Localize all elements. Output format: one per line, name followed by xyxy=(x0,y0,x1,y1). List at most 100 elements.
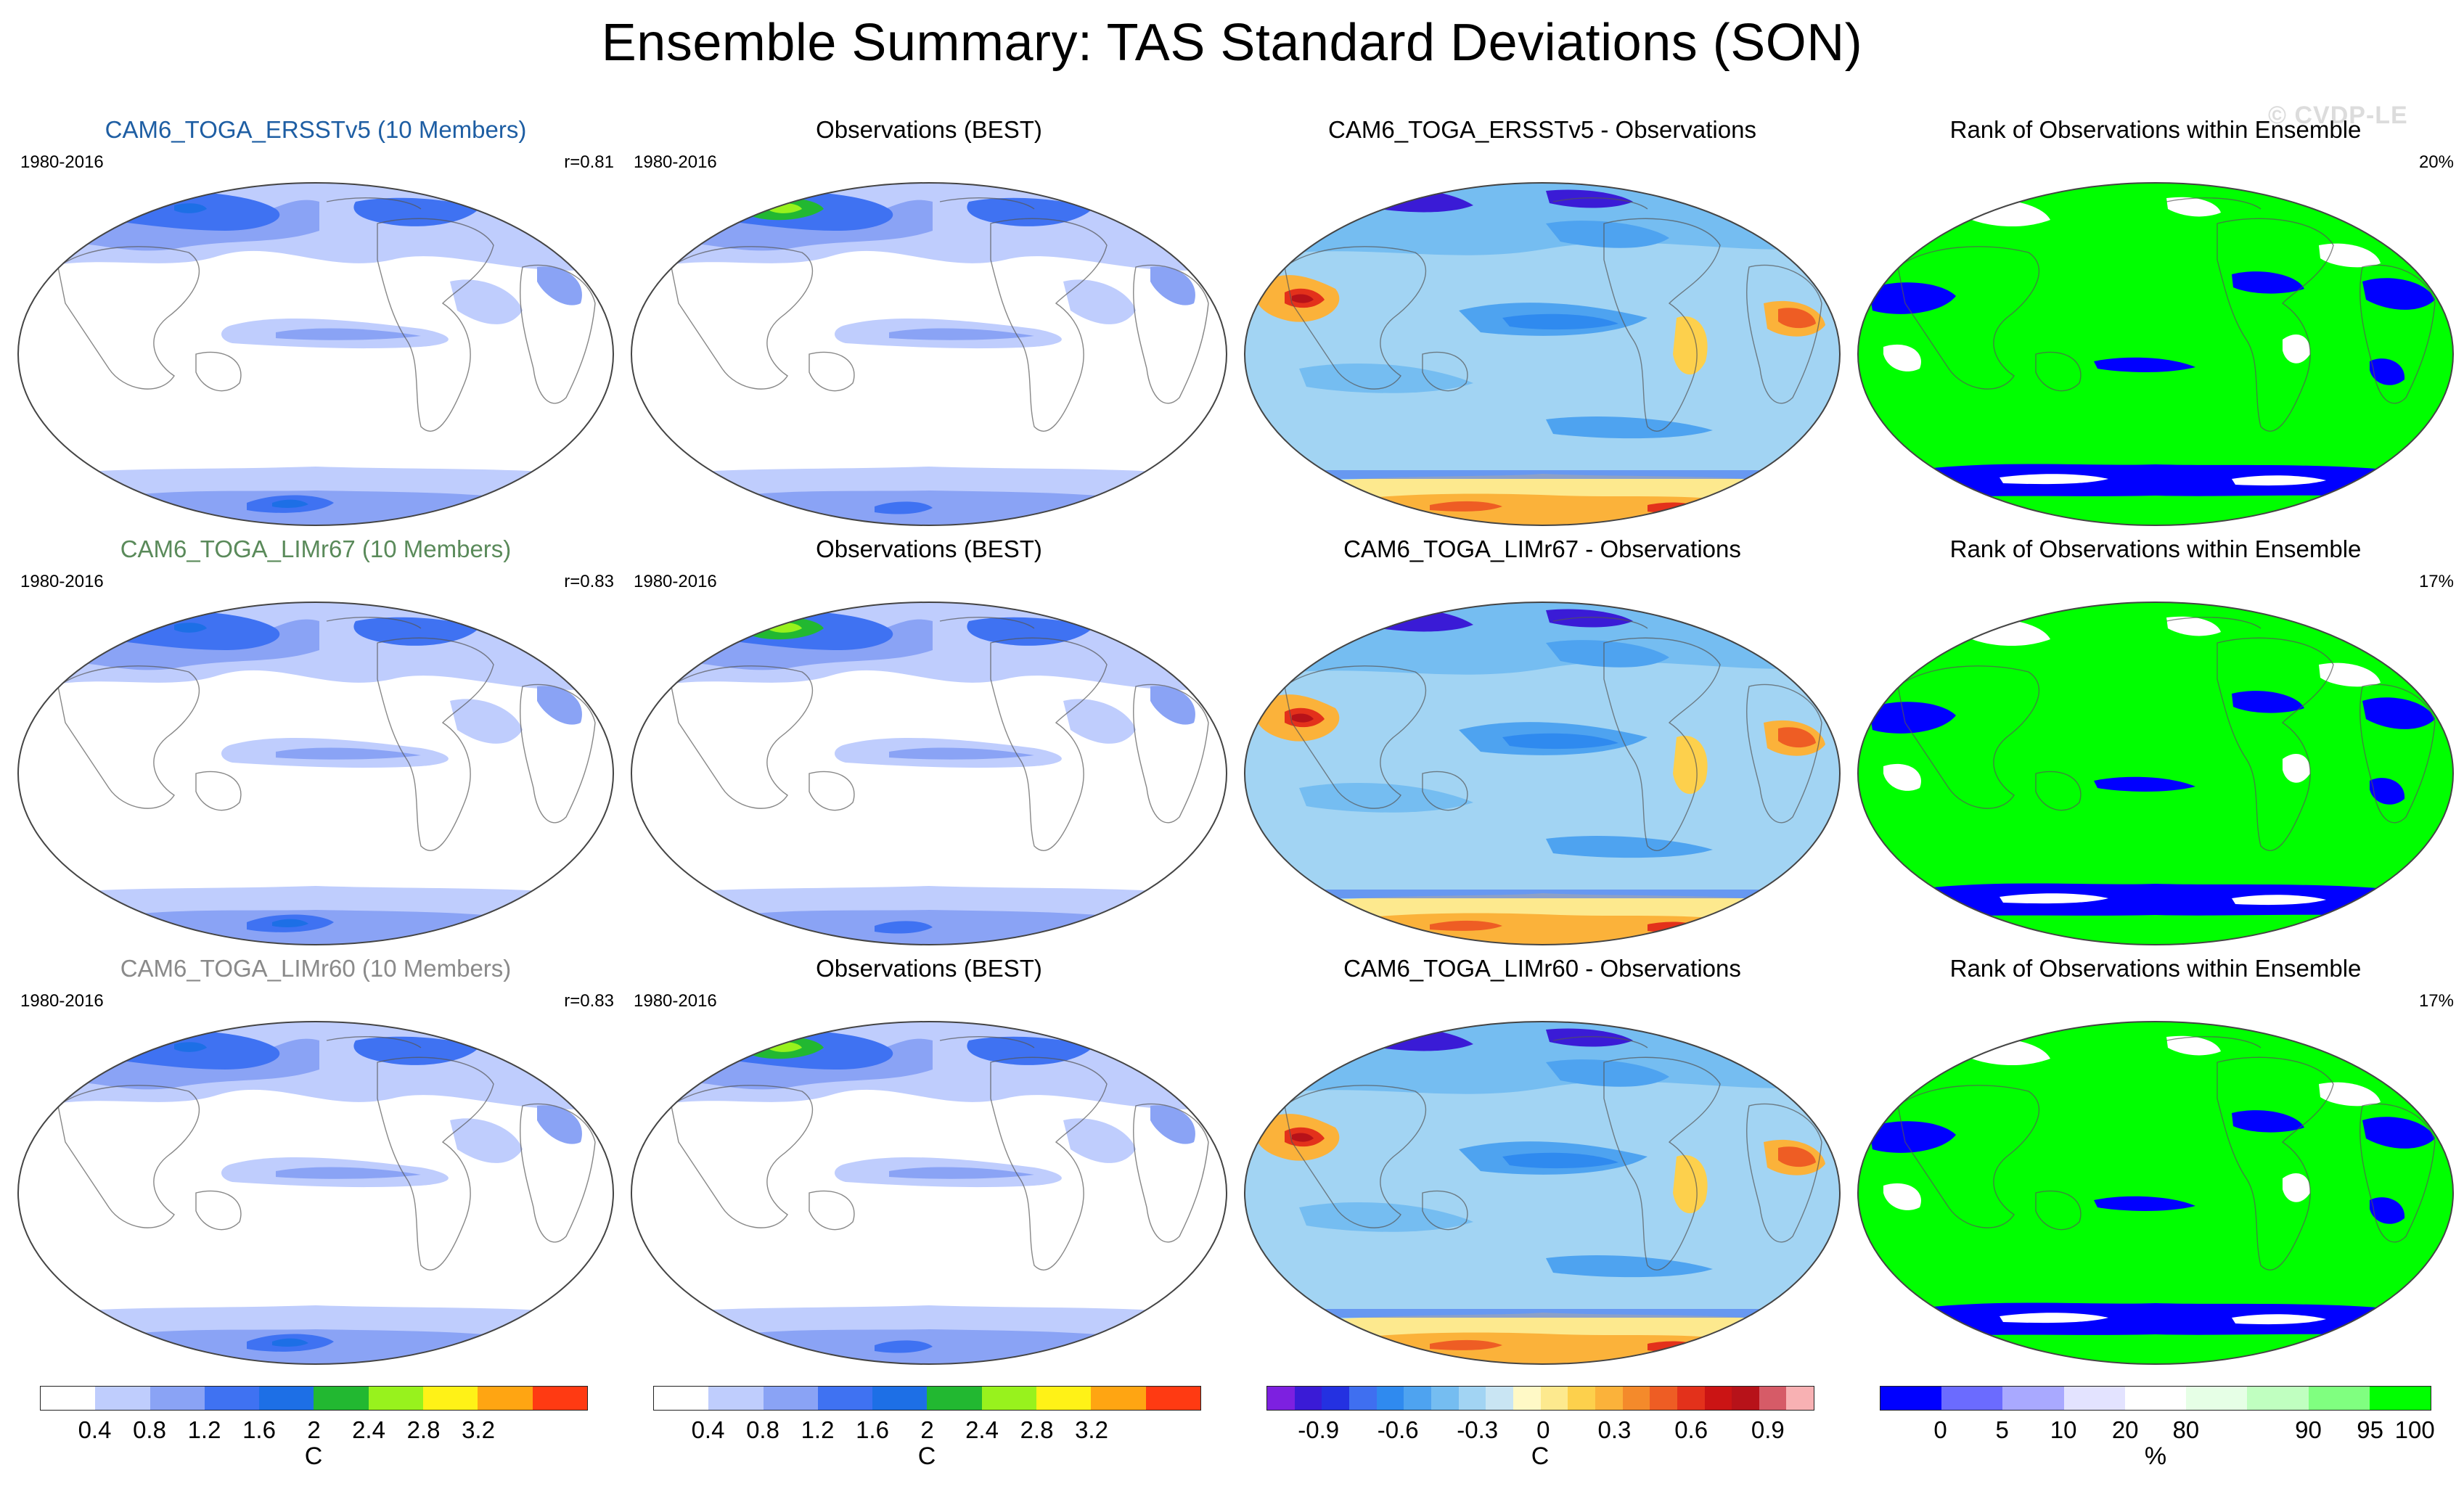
map-frame xyxy=(15,1019,617,1367)
diff-map xyxy=(1244,602,1841,945)
obs-map xyxy=(631,1021,1227,1365)
colorbar-swatch xyxy=(1091,1387,1146,1410)
colorbar-swatch xyxy=(1595,1387,1623,1410)
panel-obs-row3: Observations (BEST) 1980-2016 xyxy=(621,955,1237,1372)
colorbar-strip xyxy=(40,1386,588,1411)
colorbar-swatch xyxy=(1145,1387,1200,1410)
colorbar-swatch xyxy=(1348,1387,1377,1410)
panel-title: CAM6_TOGA_ERSSTv5 - Observations xyxy=(1328,116,1756,143)
panel-obs-row2: Observations (BEST) 1980-2016 xyxy=(621,535,1237,953)
colorbar-sd-model: 0.4 0.8 1.2 1.6 2 2.4 2.8 3.2 C xyxy=(40,1386,588,1473)
map-frame xyxy=(1854,180,2457,528)
period-label: 1980-2016 xyxy=(20,152,104,172)
colorbar-ticks: 0.4 0.8 1.2 1.6 2 2.4 2.8 3.2 xyxy=(40,1416,588,1445)
colorbar-swatch xyxy=(1704,1387,1732,1410)
colorbar-swatch xyxy=(1267,1387,1295,1410)
colorbar-swatch xyxy=(1540,1387,1568,1410)
map-frame xyxy=(1241,1019,1843,1367)
colorbar-tick-label: 0.8 xyxy=(746,1416,779,1443)
colorbar-swatch xyxy=(204,1387,260,1410)
colorbar-tick-label: 90 xyxy=(2295,1416,2322,1443)
colorbar-tick-label: 1.6 xyxy=(242,1416,276,1443)
colorbar-tick-label: 10 xyxy=(2050,1416,2077,1443)
rank-map xyxy=(1857,1021,2454,1365)
pattern-correlation-label: r=0.83 xyxy=(564,991,614,1011)
panel-title: Rank of Observations within Ensemble xyxy=(1949,535,2362,562)
period-label: 1980-2016 xyxy=(634,152,717,172)
colorbar-swatch xyxy=(1568,1387,1595,1410)
colorbar-strip xyxy=(653,1386,1201,1411)
colorbar-swatch xyxy=(1880,1387,1942,1410)
panel-model-row1: CAM6_TOGA_ERSSTv5 (10 Members) 1980-2016 r… xyxy=(7,116,624,533)
panel-title: Rank of Observations within Ensemble xyxy=(1949,116,2362,143)
colorbar-swatch xyxy=(2369,1387,2431,1410)
colorbar-tick-label: 1.2 xyxy=(801,1416,835,1443)
model-map xyxy=(17,182,614,526)
panel-title: CAM6_TOGA_LIMr60 - Observations xyxy=(1343,955,1741,982)
colorbar-difference: -0.9 -0.6 -0.3 0 0.3 0.6 0.9 C xyxy=(1266,1386,1814,1473)
colorbar-swatch xyxy=(2002,1387,2064,1410)
obs-map xyxy=(631,602,1227,945)
colorbar-swatch xyxy=(763,1387,818,1410)
colorbar-tick-label: 0.4 xyxy=(78,1416,112,1443)
colorbar-swatch xyxy=(1376,1387,1404,1410)
panel-diff-row3: CAM6_TOGA_LIMr60 - Observations xyxy=(1234,955,1851,1372)
panel-diff-row1: CAM6_TOGA_ERSSTv5 - Observations xyxy=(1234,116,1851,533)
colorbar-swatch xyxy=(259,1387,314,1410)
map-frame xyxy=(1241,180,1843,528)
colorbar-swatch xyxy=(423,1387,478,1410)
colorbar-swatch xyxy=(532,1387,587,1410)
colorbar-swatch xyxy=(1404,1387,1431,1410)
colorbar-swatch xyxy=(1622,1387,1650,1410)
colorbar-units: C xyxy=(304,1442,323,1470)
panel-rank-row1: Rank of Observations within Ensemble 20% xyxy=(1847,116,2464,533)
colorbar-swatch xyxy=(1759,1387,1787,1410)
colorbar-strip xyxy=(1880,1386,2431,1411)
colorbar-tick-label: 0.3 xyxy=(1597,1416,1632,1443)
period-label: 1980-2016 xyxy=(634,572,717,591)
colorbar-ticks: -0.9 -0.6 -0.3 0 0.3 0.6 0.9 xyxy=(1266,1416,1814,1445)
panel-title: Observations (BEST) xyxy=(816,955,1042,982)
rank-map xyxy=(1857,602,2454,945)
panel-title: Observations (BEST) xyxy=(816,116,1042,143)
colorbar-tick-label: 2 xyxy=(920,1416,934,1443)
panel-model-row2: CAM6_TOGA_LIMr67 (10 Members) 1980-2016 r=… xyxy=(7,535,624,953)
model-map xyxy=(17,602,614,945)
map-frame xyxy=(1854,1019,2457,1367)
map-frame xyxy=(15,599,617,948)
colorbar-swatch xyxy=(1294,1387,1322,1410)
watermark-text: © CVDP-LE xyxy=(2268,102,2408,129)
rank-percent-label: 20% xyxy=(2418,152,2454,172)
panel-title: Observations (BEST) xyxy=(816,535,1042,562)
colorbar-tick-label: 1.2 xyxy=(187,1416,221,1443)
diff-map xyxy=(1244,182,1841,526)
colorbar-swatch xyxy=(150,1387,205,1410)
colorbar-tick-label: 95 xyxy=(2357,1416,2383,1443)
period-label: 1980-2016 xyxy=(20,991,104,1011)
colorbar-swatch xyxy=(2308,1387,2370,1410)
colorbar-swatch xyxy=(927,1387,982,1410)
rank-map xyxy=(1857,182,2454,526)
panel-title: CAM6_TOGA_LIMr67 (10 Members) xyxy=(120,535,512,562)
colorbar-ticks: 0.4 0.8 1.2 1.6 2 2.4 2.8 3.2 xyxy=(653,1416,1201,1445)
panel-title: CAM6_TOGA_LIMr60 (10 Members) xyxy=(120,955,512,982)
panel-rank-row3: Rank of Observations within Ensemble 17% xyxy=(1847,955,2464,1372)
colorbar-swatch xyxy=(981,1387,1037,1410)
colorbar-swatch xyxy=(1322,1387,1349,1410)
colorbar-swatch xyxy=(368,1387,424,1410)
colorbar-swatch xyxy=(2247,1387,2309,1410)
map-frame xyxy=(1241,599,1843,948)
colorbar-swatch xyxy=(314,1387,369,1410)
colorbar-swatch xyxy=(1458,1387,1486,1410)
colorbar-swatch xyxy=(872,1387,928,1410)
colorbar-tick-label: 0.8 xyxy=(133,1416,166,1443)
colorbar-swatch xyxy=(2186,1387,2248,1410)
map-frame xyxy=(628,599,1230,948)
rank-percent-label: 17% xyxy=(2418,991,2454,1011)
colorbar-tick-label: 2.8 xyxy=(406,1416,441,1443)
panel-title: CAM6_TOGA_LIMr67 - Observations xyxy=(1343,535,1741,562)
obs-map xyxy=(631,182,1227,526)
panel-obs-row1: Observations (BEST) 1980-2016 xyxy=(621,116,1237,533)
map-frame xyxy=(628,180,1230,528)
colorbar-sd-obs: 0.4 0.8 1.2 1.6 2 2.4 2.8 3.2 C xyxy=(653,1386,1201,1473)
